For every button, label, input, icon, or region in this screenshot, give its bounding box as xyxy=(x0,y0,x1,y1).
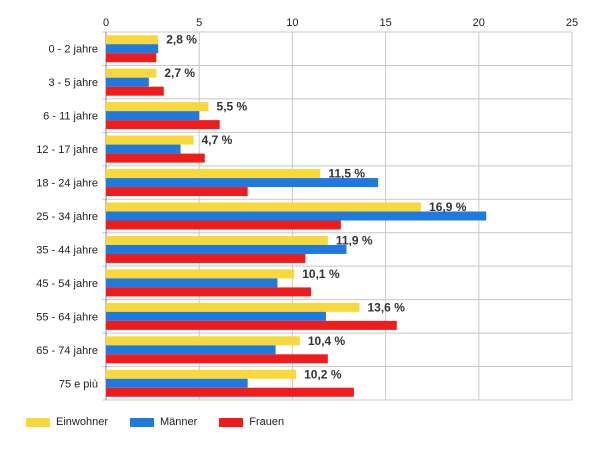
category-label: 65 - 74 jahre xyxy=(36,345,98,357)
data-label: 16,9 % xyxy=(429,200,467,214)
bar-mnner xyxy=(106,111,200,121)
legend: Einwohner Männer Frauen xyxy=(26,416,284,428)
data-label: 13,6 % xyxy=(368,300,406,314)
legend-label: Frauen xyxy=(249,416,285,428)
x-tick-label: 15 xyxy=(379,17,391,29)
bar-mnner xyxy=(106,44,159,54)
data-label: 10,1 % xyxy=(302,267,340,281)
category-label: 3 - 5 jahre xyxy=(48,77,98,89)
bar-frauen xyxy=(106,354,328,364)
data-label: 2,8 % xyxy=(166,33,197,47)
category-label: 12 - 17 jahre xyxy=(36,144,98,156)
data-label: 11,5 % xyxy=(328,167,365,181)
bar-mnner xyxy=(106,178,379,188)
bar-frauen xyxy=(106,187,248,197)
category-label: 6 - 11 jahre xyxy=(43,111,98,123)
legend-swatch xyxy=(129,417,154,427)
bar-einwohner xyxy=(106,68,157,78)
category-label: 75 e più xyxy=(59,378,98,390)
x-tick-label: 10 xyxy=(286,17,298,29)
bar-einwohner xyxy=(106,369,297,379)
category-label: 35 - 44 jahre xyxy=(36,244,98,256)
category-label: 25 - 34 jahre xyxy=(36,211,98,223)
bar-einwohner xyxy=(106,35,159,45)
x-tick-label: 25 xyxy=(566,17,578,29)
bar-frauen xyxy=(106,153,205,163)
x-tick-label: 0 xyxy=(103,17,109,29)
legend-label: Männer xyxy=(159,416,198,428)
category-label: 45 - 54 jahre xyxy=(36,278,98,290)
bar-einwohner xyxy=(106,102,209,112)
x-tick-label: 5 xyxy=(196,17,202,29)
bar-mnner xyxy=(106,77,149,87)
legend-item: Männer xyxy=(129,416,198,428)
bar-mnner xyxy=(106,311,326,321)
bar-frauen xyxy=(106,86,164,96)
bar-frauen xyxy=(106,220,341,230)
bar-einwohner xyxy=(106,235,328,245)
legend-label: Einwohner xyxy=(56,416,108,428)
bar-einwohner xyxy=(106,269,295,279)
bar-mnner xyxy=(106,211,487,221)
legend-swatch xyxy=(26,417,50,427)
bar-mnner xyxy=(106,378,248,388)
bar-einwohner xyxy=(106,169,321,179)
bar-einwohner xyxy=(106,336,300,346)
category-label: 0 - 2 jahre xyxy=(48,44,98,56)
bar-frauen xyxy=(106,287,312,297)
bar-frauen xyxy=(106,253,306,263)
data-label: 4,7 % xyxy=(202,133,233,147)
x-tick-label: 20 xyxy=(473,17,485,29)
legend-item: Einwohner xyxy=(26,416,108,428)
category-label: 18 - 24 jahre xyxy=(36,178,98,190)
bar-frauen xyxy=(106,120,220,130)
data-label: 5,5 % xyxy=(217,100,248,114)
bar-mnner xyxy=(106,345,276,355)
data-label: 10,4 % xyxy=(308,334,346,348)
bar-einwohner xyxy=(106,202,422,212)
legend-swatch xyxy=(219,417,244,427)
data-label: 2,7 % xyxy=(164,66,195,80)
bar-frauen xyxy=(106,387,354,397)
data-label: 10,2 % xyxy=(304,367,342,381)
bar-mnner xyxy=(106,244,347,254)
bar-mnner xyxy=(106,278,278,288)
bar-frauen xyxy=(106,53,157,63)
bar-einwohner xyxy=(106,135,194,145)
bar-frauen xyxy=(106,320,397,330)
bar-einwohner xyxy=(106,302,360,312)
data-label: 11,9 % xyxy=(336,233,373,247)
bar-mnner xyxy=(106,144,181,154)
category-label: 55 - 64 jahre xyxy=(36,311,98,323)
legend-item: Frauen xyxy=(219,416,284,428)
